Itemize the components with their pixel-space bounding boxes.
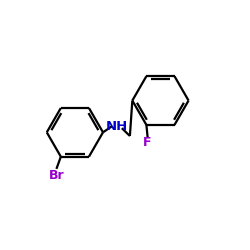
Text: F: F	[143, 136, 152, 149]
Text: Br: Br	[48, 168, 64, 181]
Text: NH: NH	[105, 120, 128, 133]
